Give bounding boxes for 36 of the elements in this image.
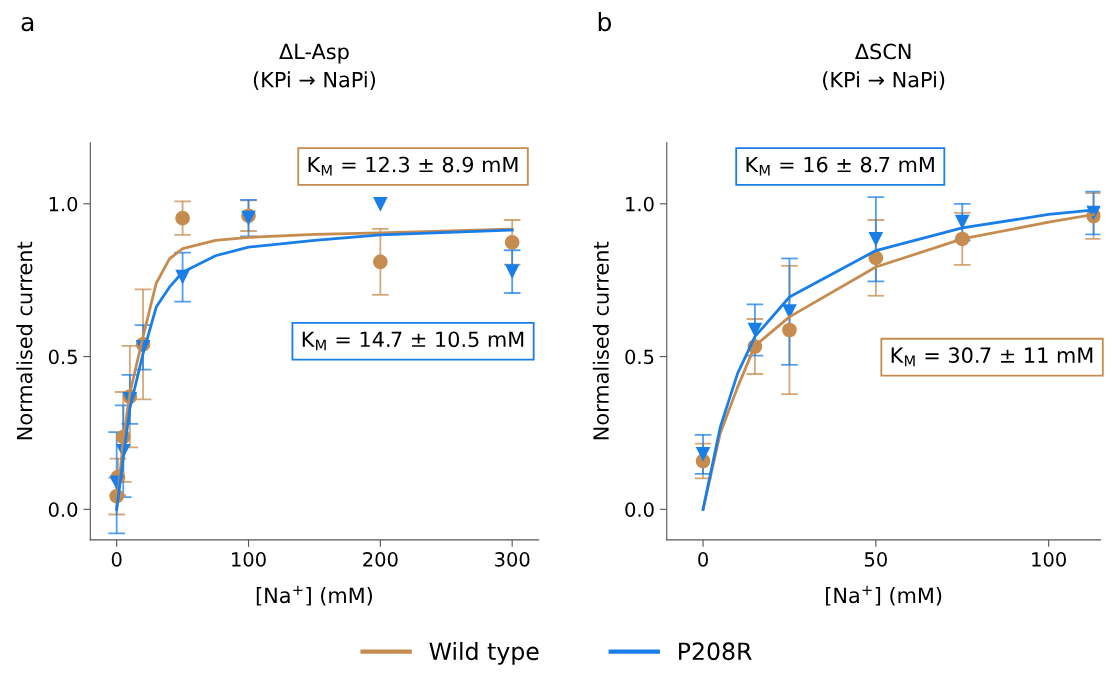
x-tick-label: 200 [363,552,398,567]
chart-title: ΔSCN (KPi → NaPi) [823,43,945,90]
point [782,304,797,319]
point [373,197,388,212]
y-tick-label: 0.0 [625,502,654,517]
x-tick-label: 0 [698,552,708,567]
point [373,254,388,270]
annotation: K$_{M}$ = 16 ± 8.7 mM [746,156,934,176]
y-axis-title: Normalised current [592,241,609,440]
point [504,235,520,250]
annotation: K$_{M}$ = 12.3 ± 8.9 mM [308,156,518,176]
x-axis-title: [Na$^{+}$] (mM) [256,585,373,606]
x-tick-label: 100 [1032,552,1066,567]
x-tick-label: 50 [864,552,887,567]
point [868,231,884,247]
y-tick-label: 0.5 [48,349,77,365]
text: a [21,16,34,32]
point [175,210,190,226]
legend-label: Wild type [429,641,539,665]
x-tick-label: 100 [232,552,266,567]
x-axis-title: [Na$^{+}$] (mM) [826,585,942,606]
y-tick-label: 0.5 [625,349,654,365]
y-tick-label: 1.0 [626,196,654,212]
text: b [598,11,612,32]
y-tick-label: 1.0 [49,196,78,212]
y-tick-label: 0.0 [48,502,78,517]
legend-label: P208R [679,642,752,661]
point [695,447,711,462]
point [504,264,520,279]
x-tick-label: 0 [111,552,122,567]
annotation: K$_{M}$ = 30.7 ± 11 mM [891,347,1093,367]
chart-title: ΔL-Asp (KPi → NaPi) [253,43,376,90]
y-axis-title: Normalised current [16,241,33,440]
annotation: K$_{M}$ = 14.7 ± 10.5 mM [302,331,524,351]
point [782,322,797,338]
x-tick-label: 300 [495,552,530,567]
